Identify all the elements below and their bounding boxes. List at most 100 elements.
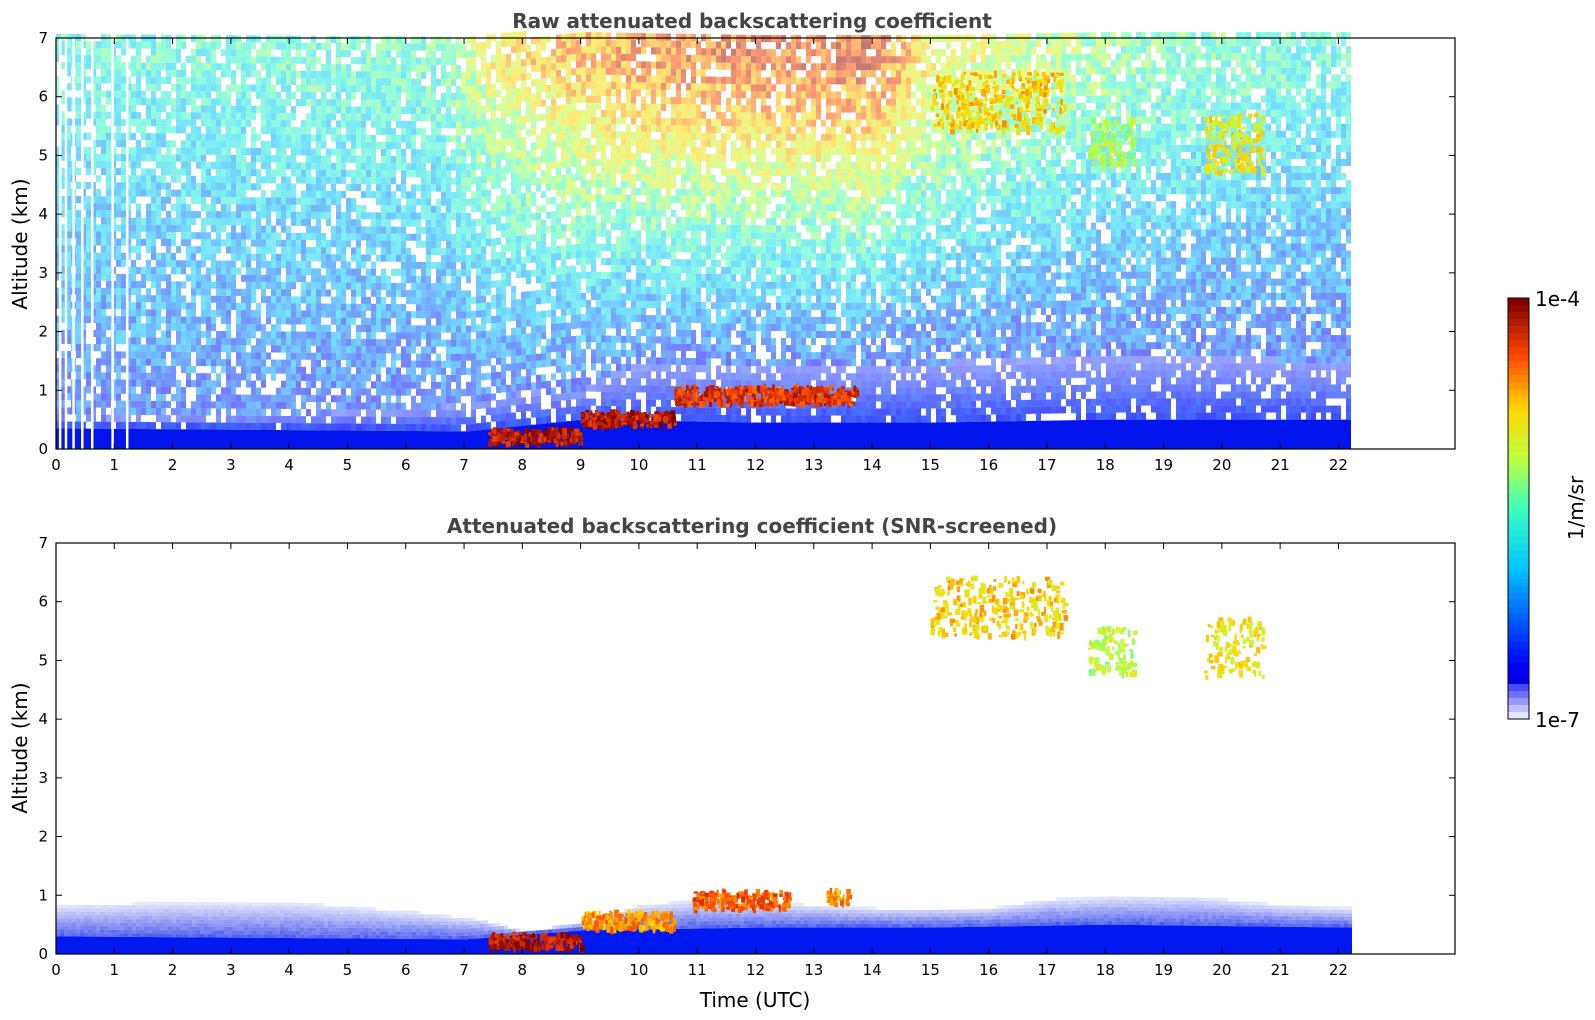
backscatter-cell: [446, 403, 451, 411]
backscatter-cell: [561, 146, 566, 154]
backscatter-cell: [116, 90, 121, 98]
backscatter-cell: [146, 316, 151, 324]
backscatter-cell: [251, 281, 256, 289]
backscatter-cell: [451, 424, 456, 432]
backscatter-cell: [481, 274, 486, 282]
backscatter-cell: [291, 296, 296, 304]
backscatter-cell: [571, 181, 576, 189]
backscatter-cell: [466, 114, 471, 122]
backscatter-cell: [446, 262, 451, 270]
backscatter-cell: [516, 271, 521, 279]
backscatter-cell: [256, 352, 261, 360]
backscatter-cell: [366, 409, 371, 417]
backscatter-cell: [246, 317, 251, 325]
backscatter-cell: [576, 131, 581, 139]
backscatter-cell: [416, 360, 421, 368]
backscatter-cell: [256, 303, 261, 311]
backscatter-cell: [391, 92, 396, 100]
backscatter-cell: [241, 288, 246, 296]
backscatter-cell: [266, 394, 271, 402]
backscatter-cell: [491, 372, 496, 380]
backscatter-cell: [186, 119, 191, 127]
backscatter-cell: [136, 55, 141, 63]
backscatter-cell: [471, 113, 476, 121]
backscatter-cell: [531, 340, 536, 348]
backscatter-cell: [426, 332, 431, 340]
backscatter-cell: [351, 360, 356, 368]
backscatter-cell: [121, 161, 126, 169]
backscatter-cell: [391, 36, 396, 44]
backscatter-cell: [121, 323, 126, 331]
backscatter-cell: [491, 280, 496, 288]
backscatter-cell: [271, 63, 276, 71]
backscatter-cell: [131, 175, 136, 183]
backscatter-cell: [556, 274, 561, 282]
backscatter-cell: [166, 140, 171, 148]
backscatter-cell: [521, 59, 526, 67]
backscatter-cell: [376, 318, 381, 326]
dense-aerosol-cell: [271, 429, 276, 449]
backscatter-cell: [146, 175, 151, 183]
backscatter-cell: [86, 308, 91, 316]
backscatter-cell: [331, 226, 336, 234]
backscatter-cell: [221, 225, 226, 233]
backscatter-cell: [166, 189, 171, 197]
backscatter-cell: [381, 325, 386, 333]
backscatter-cell: [221, 422, 226, 430]
backscatter-cell: [306, 352, 311, 360]
backscatter-cell: [331, 381, 336, 389]
backscatter-cell: [206, 70, 211, 78]
backscatter-cell: [556, 408, 561, 416]
backscatter-cell: [401, 353, 406, 361]
backscatter-cell: [156, 126, 161, 134]
backscatter-cell: [211, 401, 216, 409]
backscatter-cell: [56, 343, 61, 351]
backscatter-cell: [336, 233, 341, 241]
backscatter-cell: [191, 175, 196, 183]
backscatter-cell: [236, 105, 241, 113]
backscatter-cell: [336, 226, 341, 234]
backscatter-cell: [381, 416, 386, 424]
backscatter-cell: [231, 345, 236, 353]
backscatter-cell: [106, 196, 111, 204]
backscatter-cell: [531, 389, 536, 397]
backscatter-cell: [306, 317, 311, 325]
backscatter-cell: [481, 126, 486, 134]
backscatter-cell: [361, 310, 366, 318]
backscatter-cell: [366, 106, 371, 114]
backscatter-cell: [371, 170, 376, 178]
backscatter-cell: [571, 124, 576, 132]
backscatter-cell: [551, 338, 556, 346]
backscatter-cell: [126, 196, 131, 204]
backscatter-cell: [506, 110, 511, 118]
backscatter-cell: [556, 295, 561, 303]
backscatter-cell: [381, 92, 386, 100]
backscatter-cell: [66, 386, 71, 394]
backscatter-cell: [416, 163, 421, 171]
backscatter-cell: [361, 296, 366, 304]
backscatter-cell: [186, 380, 191, 388]
backscatter-cell: [436, 276, 441, 284]
backscatter-cell: [226, 380, 231, 388]
backscatter-cell: [511, 109, 516, 117]
backscatter-cell: [511, 257, 516, 265]
backscatter-cell: [171, 253, 176, 261]
backscatter-cell: [416, 149, 421, 157]
backscatter-cell: [421, 402, 426, 410]
backscatter-cell: [156, 288, 161, 296]
backscatter-cell: [461, 205, 466, 213]
backscatter-cell: [501, 152, 506, 160]
backscatter-cell: [321, 169, 326, 177]
backscatter-cell: [276, 218, 281, 226]
backscatter-cell: [546, 176, 551, 184]
backscatter-cell: [326, 211, 331, 220]
backscatter-cell: [506, 74, 511, 82]
backscatter-cell: [511, 180, 516, 188]
backscatter-cell: [316, 225, 321, 234]
backscatter-cell: [321, 261, 326, 269]
backscatter-cell: [231, 267, 236, 275]
backscatter-cell: [216, 91, 221, 99]
backscatter-cell: [336, 345, 341, 353]
backscatter-cell: [396, 353, 401, 361]
backscatter-cell: [526, 206, 531, 214]
